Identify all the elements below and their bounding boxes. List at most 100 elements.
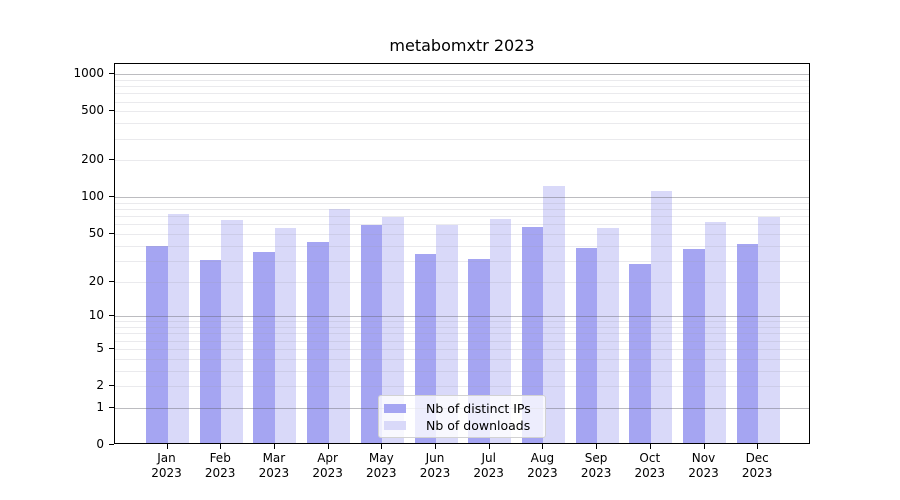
bar-downloads-nov-2023 (704, 222, 726, 443)
y-tick-label-50: 50 (88, 225, 104, 240)
gridline-minor (115, 216, 809, 218)
y-tick-label-10: 10 (88, 308, 104, 323)
x-tick-label-jan: Jan 2023 (140, 451, 194, 481)
y-tick-label-2: 2 (96, 378, 104, 393)
y-tick-mark (109, 385, 114, 387)
gridline-minor (115, 101, 809, 103)
bar-downloads-sep-2023 (597, 227, 619, 443)
gridline-minor (115, 86, 809, 88)
month-label: Dec (745, 451, 769, 465)
gridline-minor (115, 386, 809, 388)
gridline-minor (115, 245, 809, 247)
y-tick-mark (109, 196, 114, 198)
x-tick-mark (166, 444, 168, 449)
year-label: 2023 (473, 466, 504, 480)
month-label: Sep (584, 451, 608, 465)
month-label: Feb (209, 451, 231, 465)
legend-label-distinct-ips: Nb of distinct IPs (426, 401, 531, 416)
x-tick-label-oct: Oct 2023 (623, 451, 677, 481)
legend: Nb of distinct IPs Nb of downloads (378, 395, 546, 438)
y-tick-mark (109, 73, 114, 75)
year-label: 2023 (366, 466, 397, 480)
gridline-minor (115, 233, 809, 235)
bar-downloads-jan-2023 (167, 214, 189, 443)
x-tick-mark (596, 444, 598, 449)
y-tick-label-200: 200 (81, 152, 104, 167)
gridline-minor (115, 209, 809, 211)
gridline-major (115, 316, 809, 318)
year-label: 2023 (204, 466, 236, 480)
month-label: Apr (317, 451, 338, 465)
plot-area (114, 63, 810, 444)
bar-downloads-may-2023 (382, 217, 404, 443)
month-label: May (368, 451, 394, 465)
gridline-minor (115, 111, 809, 113)
x-tick-mark (649, 444, 651, 449)
x-tick-mark (273, 444, 275, 449)
x-tick-label-may: May 2023 (354, 451, 408, 481)
x-tick-mark (220, 444, 222, 449)
gridline-minor (115, 138, 809, 140)
gridline-minor (115, 321, 809, 323)
x-tick-label-sep: Sep 2023 (569, 451, 623, 481)
gridline-minor (115, 281, 809, 283)
legend-item-downloads: Nb of downloads (384, 417, 545, 434)
bar-downloads-aug-2023 (543, 185, 565, 443)
y-tick-mark (109, 232, 114, 234)
y-tick-label-100: 100 (81, 189, 104, 204)
gridline-minor (115, 333, 809, 335)
y-tick-mark (109, 444, 114, 445)
gridline-minor (115, 93, 809, 95)
gridline-minor (115, 260, 809, 262)
y-tick-label-500: 500 (81, 103, 104, 118)
legend-swatch-distinct-ips (384, 404, 406, 413)
y-tick-mark (109, 315, 114, 317)
month-label: Nov (691, 451, 716, 465)
year-label: 2023 (312, 466, 343, 480)
x-tick-label-dec: Dec 2023 (730, 451, 784, 481)
x-tick-label-nov: Nov 2023 (677, 451, 731, 481)
bar-downloads-jul-2023 (489, 218, 512, 443)
year-label: 2023 (634, 466, 666, 480)
year-label: 2023 (419, 466, 451, 480)
bar-downloads-feb-2023 (221, 219, 243, 443)
bar-distinct-ips-nov-2023 (683, 249, 705, 443)
bar-distinct-ips-feb-2023 (199, 260, 222, 443)
gridline-major (115, 197, 809, 199)
gridline-major (115, 74, 809, 76)
x-tick-label-apr: Apr 2023 (301, 451, 355, 481)
x-tick-mark (757, 444, 759, 449)
gridline-minor (115, 370, 809, 372)
y-tick-label-1: 1 (96, 399, 104, 414)
legend-item-distinct-ips: Nb of distinct IPs (384, 400, 545, 417)
legend-label-downloads: Nb of downloads (426, 418, 531, 433)
y-tick-label-5: 5 (96, 340, 104, 355)
year-label: 2023 (527, 466, 558, 480)
y-tick-mark (109, 159, 114, 161)
gridline-minor (115, 202, 809, 204)
bar-distinct-ips-mar-2023 (253, 252, 275, 443)
gridline-minor (115, 123, 809, 125)
bar-distinct-ips-oct-2023 (629, 264, 651, 443)
x-tick-mark (327, 444, 329, 449)
gridline-minor (115, 327, 809, 329)
gridline-minor (115, 340, 809, 342)
x-tick-label-aug: Aug 2023 (515, 451, 569, 481)
x-tick-label-feb: Feb 2023 (193, 451, 247, 481)
y-tick-label-1000: 1000 (73, 66, 104, 81)
bar-downloads-apr-2023 (328, 209, 351, 443)
gridline-minor (115, 348, 809, 350)
month-label: Aug (530, 451, 555, 465)
year-label: 2023 (688, 466, 719, 480)
bar-distinct-ips-may-2023 (360, 225, 383, 443)
x-tick-mark (703, 444, 705, 449)
bar-distinct-ips-aug-2023 (521, 226, 544, 443)
x-tick-label-mar: Mar 2023 (247, 451, 301, 481)
bar-downloads-dec-2023 (758, 217, 780, 443)
gridline-minor (115, 79, 809, 81)
year-label: 2023 (741, 466, 773, 480)
x-tick-label-jun: Jun 2023 (408, 451, 462, 481)
x-tick-label-jul: Jul 2023 (462, 451, 516, 481)
y-tick-label-20: 20 (88, 273, 104, 288)
